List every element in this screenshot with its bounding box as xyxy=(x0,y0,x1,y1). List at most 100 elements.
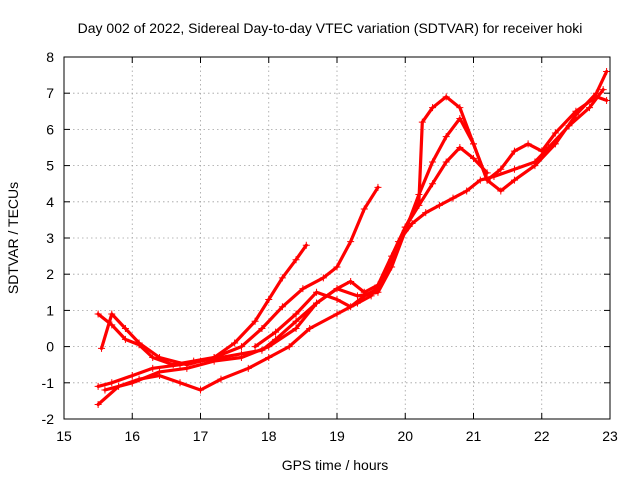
data-point xyxy=(306,325,314,332)
data-point xyxy=(374,183,382,191)
data-point xyxy=(360,292,368,300)
y-tick-label: 0 xyxy=(46,339,54,355)
data-point xyxy=(319,274,327,282)
data-point xyxy=(278,274,286,282)
data-point xyxy=(313,288,321,296)
x-axis: 15 16 17 18 19 20 21 22 23 xyxy=(56,57,618,444)
data-point xyxy=(510,176,518,184)
data-point xyxy=(258,325,266,332)
data-point xyxy=(94,310,102,318)
data-point xyxy=(510,147,518,155)
data-point xyxy=(347,277,355,285)
x-tick-label: 16 xyxy=(124,428,140,444)
data-point xyxy=(599,86,607,94)
data-point xyxy=(237,343,245,351)
data-point xyxy=(149,353,157,361)
data-point xyxy=(149,364,157,372)
data-point xyxy=(497,187,505,195)
data-point xyxy=(510,165,518,173)
data-point xyxy=(388,256,396,264)
series-track-f xyxy=(251,93,611,351)
y-axis: -2 -1 0 1 2 3 4 5 6 7 8 xyxy=(42,49,610,427)
data-point xyxy=(94,401,102,409)
x-axis-label: GPS time / hours xyxy=(282,457,389,473)
y-tick-label: 8 xyxy=(46,49,54,65)
data-point xyxy=(156,353,164,361)
data-point xyxy=(156,368,164,376)
data-point xyxy=(292,325,300,332)
y-tick-label: 6 xyxy=(46,121,54,137)
data-point xyxy=(415,198,423,206)
data-point xyxy=(231,339,239,347)
data-point xyxy=(292,317,300,325)
data-point xyxy=(429,104,437,112)
data-point xyxy=(98,344,106,352)
data-point xyxy=(463,187,471,195)
data-point xyxy=(538,147,546,155)
data-point xyxy=(347,238,355,246)
data-point xyxy=(128,379,136,387)
data-point xyxy=(237,353,245,361)
data-point xyxy=(265,296,273,304)
x-tick-label: 15 xyxy=(56,428,72,444)
data-point xyxy=(603,96,611,104)
series-track-a xyxy=(94,241,310,369)
data-point xyxy=(435,201,443,209)
y-tick-label: -2 xyxy=(42,411,55,427)
x-tick-label: 22 xyxy=(534,428,550,444)
x-tick-label: 19 xyxy=(329,428,345,444)
data-point xyxy=(374,285,382,293)
y-tick-label: 1 xyxy=(46,302,54,318)
chart-title: Day 002 of 2022, Sidereal Day-to-day VTE… xyxy=(78,20,583,36)
x-tick-label: 18 xyxy=(261,428,277,444)
data-point xyxy=(524,140,532,148)
x-tick-label: 20 xyxy=(397,428,413,444)
series-group xyxy=(94,67,611,409)
data-point xyxy=(347,303,355,311)
data-point xyxy=(551,140,559,148)
y-tick-label: 5 xyxy=(46,158,54,174)
data-point xyxy=(210,357,218,365)
data-point xyxy=(476,176,484,184)
data-point xyxy=(272,328,280,336)
data-point xyxy=(244,364,252,372)
data-point xyxy=(101,386,109,394)
y-tick-label: -1 xyxy=(42,375,55,391)
data-point xyxy=(135,339,143,347)
data-point xyxy=(401,223,409,231)
data-point xyxy=(251,317,259,325)
data-point xyxy=(121,335,129,343)
data-point xyxy=(94,382,102,390)
data-point xyxy=(251,343,259,351)
data-point xyxy=(108,379,116,387)
x-tick-label: 17 xyxy=(193,428,209,444)
x-tick-label: 23 xyxy=(602,428,618,444)
data-point xyxy=(333,310,341,318)
y-axis-label: SDTVAR / TECUs xyxy=(5,182,21,294)
series-line xyxy=(96,145,489,388)
data-point xyxy=(456,115,464,123)
series-line xyxy=(96,243,308,367)
y-tick-label: 4 xyxy=(46,194,54,210)
data-point xyxy=(176,379,184,387)
data-point xyxy=(265,353,273,361)
data-point xyxy=(121,325,129,332)
data-point xyxy=(176,361,184,369)
data-point xyxy=(572,107,580,115)
data-point xyxy=(442,158,450,166)
data-point xyxy=(470,140,477,148)
data-point xyxy=(313,299,321,307)
data-point xyxy=(531,162,539,170)
data-point xyxy=(285,343,293,351)
series-track-b xyxy=(98,183,382,369)
data-point xyxy=(292,256,300,264)
data-point xyxy=(333,285,341,293)
data-point xyxy=(551,129,559,137)
data-point xyxy=(592,93,600,101)
data-point xyxy=(442,93,450,101)
data-point xyxy=(429,180,437,188)
data-point xyxy=(449,194,457,202)
data-point xyxy=(128,372,136,380)
data-point xyxy=(418,118,426,126)
